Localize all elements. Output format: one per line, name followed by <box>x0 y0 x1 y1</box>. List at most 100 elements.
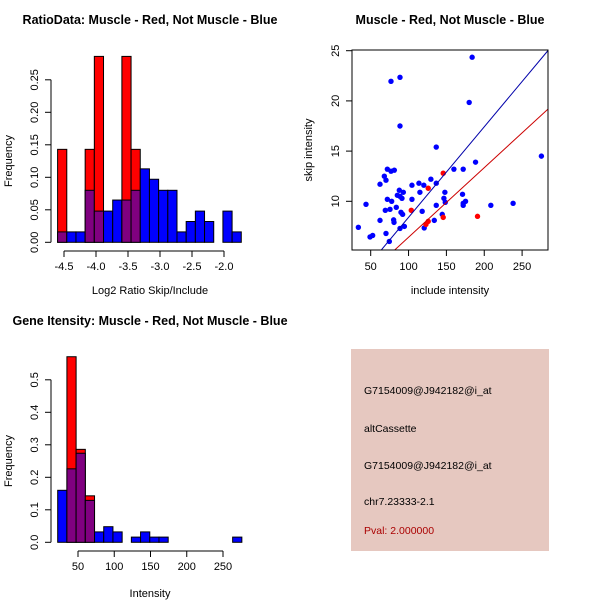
bar-not-muscle <box>140 531 151 543</box>
x-axis-label: Log2 Ratio Skip/Include <box>92 285 208 297</box>
bar-not-muscle <box>57 489 68 543</box>
x-tick-label: 50 <box>72 561 84 573</box>
point-not-muscle <box>417 189 423 195</box>
point-muscle <box>408 207 414 214</box>
x-tick-label: -3.5 <box>119 261 138 273</box>
point-not-muscle <box>401 223 408 230</box>
bar-muscle <box>57 148 68 243</box>
bar-not-muscle <box>231 231 242 243</box>
point-not-muscle <box>462 198 469 204</box>
point-not-muscle <box>419 208 425 215</box>
point-not-muscle <box>386 238 393 245</box>
point-not-muscle <box>466 99 472 106</box>
point-not-muscle <box>384 196 391 202</box>
bar-not-muscle <box>194 210 206 243</box>
event-type: altCassette <box>364 423 417 435</box>
bar-not-muscle <box>139 168 150 243</box>
x-tick-label: 150 <box>437 261 455 273</box>
bar-not-muscle <box>148 178 160 243</box>
y-tick-label: 0.05 <box>29 199 41 220</box>
point-not-muscle <box>382 207 389 214</box>
pval: Pval: 2.000000 <box>364 525 435 537</box>
y-tick-label: 0.3 <box>29 437 41 452</box>
y-tick-label: 0.1 <box>29 502 41 517</box>
location: chr7.23333-2.1 <box>364 496 435 508</box>
x-tick-label: 250 <box>214 561 232 573</box>
bar-overlap <box>130 189 141 243</box>
point-not-muscle <box>369 232 376 239</box>
x-tick-label: -4.5 <box>55 261 74 273</box>
y-axis-label: Frequency <box>3 435 15 487</box>
chart-title: Muscle - Red, Not Muscle - Blue <box>356 13 545 27</box>
bar-not-muscle <box>232 536 243 543</box>
chart-title: RatioData: Muscle - Red, Not Muscle - Bl… <box>23 13 278 27</box>
info-panel: G7154009@J942182@i_at altCassette G71540… <box>351 349 549 551</box>
point-not-muscle <box>388 198 395 204</box>
y-tick-label: 0.25 <box>29 69 41 90</box>
bar-overlap <box>66 468 77 543</box>
point-muscle <box>440 214 446 221</box>
point-not-muscle <box>396 187 403 193</box>
point-not-muscle <box>377 181 383 187</box>
fit-line-not-muscle <box>380 50 548 250</box>
x-tick-label: -2.5 <box>183 261 202 273</box>
x-tick-label: -2.0 <box>215 261 234 273</box>
point-not-muscle <box>399 195 405 201</box>
point-not-muscle <box>488 202 494 209</box>
bar-not-muscle <box>130 536 142 543</box>
point-not-muscle <box>433 144 439 150</box>
point-not-muscle <box>387 206 393 213</box>
x-axis-label: include intensity <box>411 285 490 297</box>
y-tick-label: 0.2 <box>29 470 41 485</box>
point-not-muscle <box>391 167 398 173</box>
point-not-muscle <box>397 123 403 129</box>
point-not-muscle <box>388 78 394 85</box>
y-tick-label: 0.0 <box>29 535 41 550</box>
y-axis-label: skip intensity <box>303 118 315 181</box>
point-not-muscle <box>363 201 369 208</box>
chart-title: Gene Itensity: Muscle - Red, Not Muscle … <box>12 314 287 328</box>
point-not-muscle <box>383 230 389 237</box>
bar-overlap <box>93 210 105 243</box>
bar-not-muscle <box>167 189 178 243</box>
probe-id-2: G7154009@J942182@i_at <box>364 460 492 472</box>
y-tick-label: 0.15 <box>29 134 41 155</box>
point-not-muscle <box>409 182 415 188</box>
x-axis-label: Intensity <box>130 588 171 600</box>
point-not-muscle <box>428 176 434 182</box>
point-not-muscle <box>451 166 457 172</box>
y-tick-label: 15 <box>330 145 342 157</box>
point-not-muscle <box>538 153 545 159</box>
x-tick-label: 200 <box>178 561 196 573</box>
bar-not-muscle <box>149 536 160 543</box>
point-not-muscle <box>442 189 448 195</box>
bar-not-muscle <box>66 231 77 243</box>
point-not-muscle <box>459 191 466 197</box>
bar-overlap <box>121 199 132 243</box>
bar-overlap <box>84 499 96 543</box>
point-not-muscle <box>472 159 479 165</box>
point-not-muscle <box>510 200 516 207</box>
bar-not-muscle <box>204 221 215 243</box>
point-not-muscle <box>377 217 383 224</box>
bar-not-muscle <box>158 536 169 543</box>
fit-line-muscle <box>393 108 548 250</box>
bar-not-muscle <box>112 531 123 543</box>
x-tick-label: -4.0 <box>87 261 106 273</box>
y-tick-label: 0.4 <box>29 405 41 420</box>
probe-id: G7154009@J942182@i_at <box>364 385 492 397</box>
bar-overlap <box>75 452 86 543</box>
point-not-muscle <box>433 202 439 209</box>
y-tick-label: 25 <box>330 45 342 57</box>
y-tick-label: 10 <box>330 195 342 207</box>
x-tick-label: 150 <box>141 561 159 573</box>
y-tick-label: 0.5 <box>29 372 41 387</box>
point-not-muscle <box>460 202 466 209</box>
x-tick-label: 100 <box>105 561 123 573</box>
point-not-muscle <box>383 177 389 183</box>
plot-box <box>351 49 549 251</box>
point-not-muscle <box>399 211 406 218</box>
point-muscle <box>474 213 481 220</box>
point-not-muscle <box>460 166 466 172</box>
